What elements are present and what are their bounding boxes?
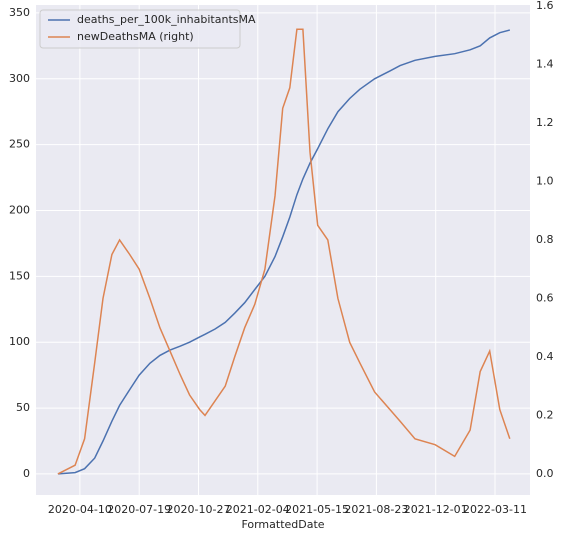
x-tick-label: 2020-10-27	[167, 503, 231, 516]
x-tick-label: 2021-12-01	[404, 503, 468, 516]
y2-tick-label: 0.6	[536, 291, 554, 304]
y-tick-label: 100	[9, 335, 30, 348]
plot-area	[36, 5, 530, 495]
x-tick-label: 2020-04-10	[48, 503, 112, 516]
y2-tick-label: 1.2	[536, 116, 554, 129]
y-tick-label: 200	[9, 203, 30, 216]
x-tick-label: 2021-08-23	[344, 503, 408, 516]
y-tick-label: 300	[9, 72, 30, 85]
legend-label: deaths_per_100k_inhabitantsMA	[77, 13, 256, 26]
legend: deaths_per_100k_inhabitantsMA newDeathsMA…	[39, 9, 256, 49]
y-tick-label: 50	[16, 401, 30, 414]
y2-tick-label: 0.4	[536, 350, 554, 363]
legend-label: newDeathsMA (right)	[77, 30, 194, 43]
x-tick-label: 2021-02-04	[226, 503, 290, 516]
x-axis-label: FormattedDate	[241, 518, 324, 531]
x-tick-label: 2020-07-19	[107, 503, 171, 516]
legend-box	[39, 9, 241, 49]
x-tick-label: 2021-05-15	[285, 503, 349, 516]
y2-tick-label: 1.0	[536, 174, 554, 187]
y2-tick-label: 0.8	[536, 233, 554, 246]
data-line	[57, 28, 511, 475]
y2-tick-label: 0.2	[536, 408, 554, 421]
y2-tick-label: 1.4	[536, 57, 554, 70]
y2-tick-label: 0.0	[536, 467, 554, 480]
x-tick-label: 2022-03-11	[463, 503, 527, 516]
data-line	[57, 29, 510, 475]
y-tick-label: 350	[9, 6, 30, 19]
y-tick-label: 0	[23, 467, 30, 480]
y-tick-label: 150	[9, 269, 30, 282]
y2-tick-label: 1.6	[536, 0, 554, 12]
y-tick-label: 250	[9, 138, 30, 151]
